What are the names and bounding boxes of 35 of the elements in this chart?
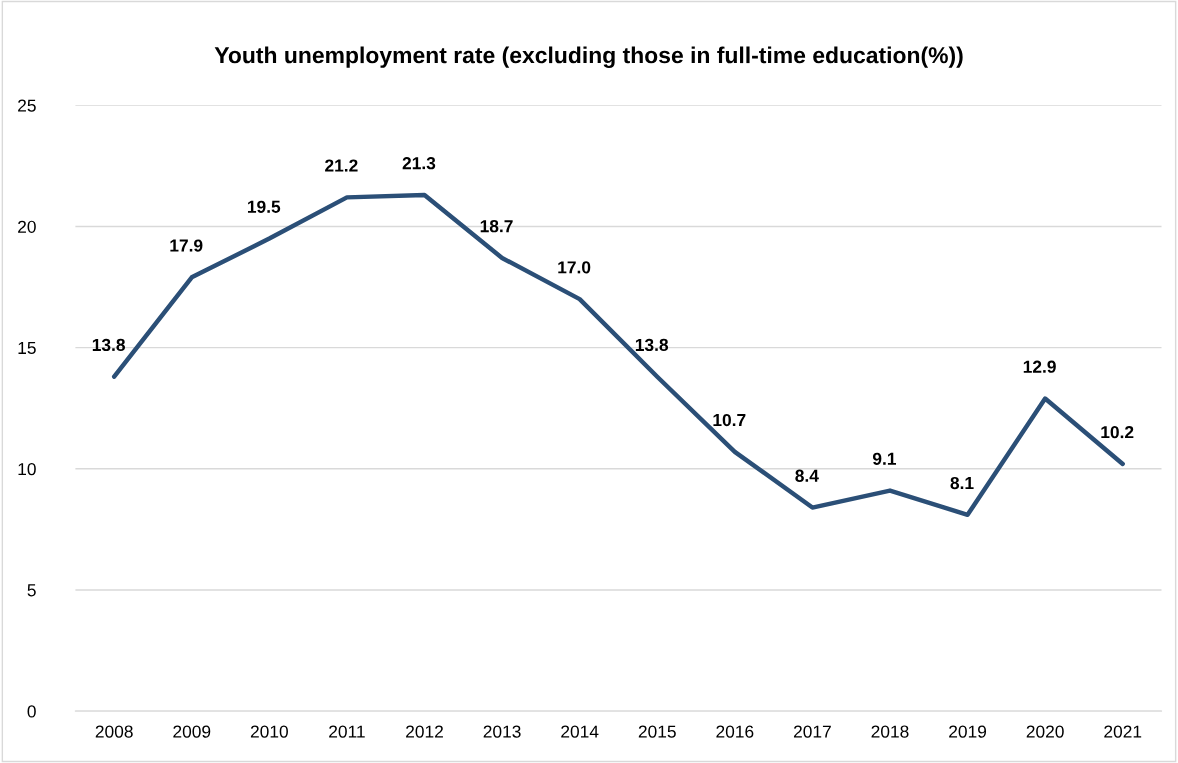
chart-title: Youth unemployment rate (excluding those in full-time education(%)) (214, 46, 963, 68)
x-tick-label: 2019 (949, 725, 987, 738)
text: 9.1 (872, 452, 897, 465)
x-tick-label: 2012 (406, 725, 443, 738)
text: 21.2 (325, 159, 358, 172)
text: 17.9 (170, 239, 203, 252)
text: 8.1 (950, 476, 974, 490)
text: 10.2 (1101, 425, 1134, 439)
text: 10.7 (713, 413, 746, 427)
text: 17.0 (558, 261, 591, 274)
y-tick-label: 15 (18, 341, 36, 355)
x-tick-label: 2009 (173, 725, 211, 738)
text: 13.8 (635, 338, 669, 352)
x-tick-label: 2021 (1104, 725, 1142, 738)
x-tick-label: 2016 (716, 725, 754, 738)
y-tick-label: 5 (27, 584, 36, 597)
y-tick-label: 20 (18, 220, 36, 233)
text: 19.5 (247, 200, 281, 213)
text: 18.7 (480, 220, 513, 233)
x-tick-label: 2020 (1026, 725, 1064, 738)
y-tick-label: 0 (27, 705, 36, 718)
x-tick-label: 2011 (329, 725, 365, 738)
y-tick-label: 10 (18, 462, 36, 476)
x-tick-label: 2010 (250, 725, 288, 738)
x-tick-label: 2014 (561, 725, 599, 738)
x-tick-label: 2018 (871, 725, 909, 738)
text: 8.4 (795, 469, 819, 482)
text: 12.9 (1023, 360, 1056, 373)
x-tick-label: 2017 (793, 725, 831, 738)
x-tick-label: 2008 (95, 725, 133, 738)
x-tick-label: 2015 (638, 725, 676, 738)
x-tick-label: 2013 (483, 725, 521, 738)
y-tick-label: 25 (18, 99, 36, 112)
text: 13.8 (92, 338, 125, 352)
text: 21.3 (402, 157, 436, 170)
